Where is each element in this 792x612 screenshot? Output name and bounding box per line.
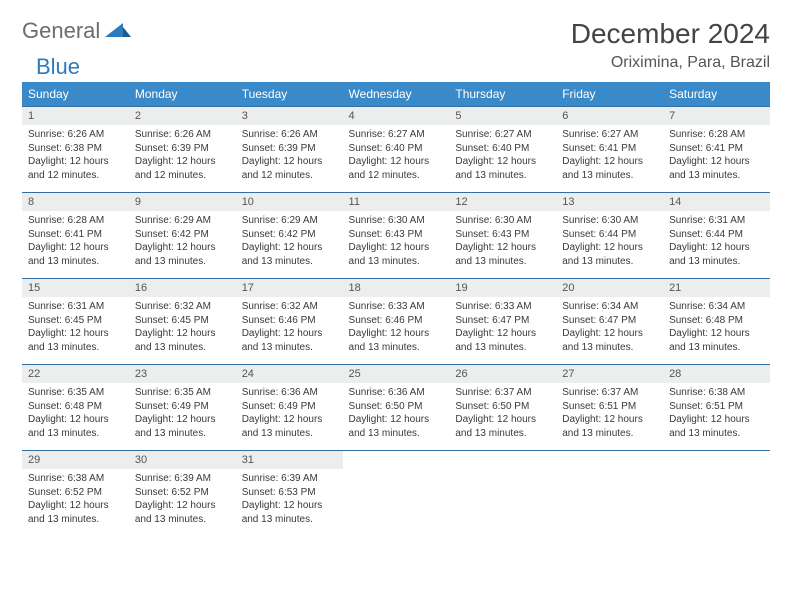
day-number: 20 [556,279,663,298]
day-number-row: 22232425262728 [22,365,770,384]
day-info: Sunrise: 6:34 AMSunset: 6:48 PMDaylight:… [663,297,770,365]
day-number: 6 [556,107,663,126]
day-info: Sunrise: 6:28 AMSunset: 6:41 PMDaylight:… [22,211,129,279]
day-info-row: Sunrise: 6:26 AMSunset: 6:38 PMDaylight:… [22,125,770,193]
day-info: Sunrise: 6:26 AMSunset: 6:39 PMDaylight:… [236,125,343,193]
header: General December 2024 Oriximina, Para, B… [22,18,770,72]
day-number-row: 15161718192021 [22,279,770,298]
day-number: 11 [343,193,450,212]
day-number: 5 [449,107,556,126]
day-number: 18 [343,279,450,298]
month-title: December 2024 [571,18,770,50]
day-info: Sunrise: 6:35 AMSunset: 6:48 PMDaylight:… [22,383,129,451]
day-number: 14 [663,193,770,212]
day-info-row: Sunrise: 6:35 AMSunset: 6:48 PMDaylight:… [22,383,770,451]
weekday-header-row: SundayMondayTuesdayWednesdayThursdayFrid… [22,82,770,107]
day-number: 25 [343,365,450,384]
day-number: 26 [449,365,556,384]
day-number: 12 [449,193,556,212]
day-info: Sunrise: 6:30 AMSunset: 6:44 PMDaylight:… [556,211,663,279]
empty-cell [556,469,663,536]
weekday-header: Wednesday [343,82,450,107]
day-info: Sunrise: 6:33 AMSunset: 6:46 PMDaylight:… [343,297,450,365]
weekday-header: Tuesday [236,82,343,107]
day-info: Sunrise: 6:36 AMSunset: 6:50 PMDaylight:… [343,383,450,451]
day-number: 19 [449,279,556,298]
logo-text-general: General [22,18,100,44]
logo: General [22,18,133,44]
weekday-header: Monday [129,82,236,107]
calendar-body: 1234567Sunrise: 6:26 AMSunset: 6:38 PMDa… [22,107,770,537]
day-info: Sunrise: 6:26 AMSunset: 6:38 PMDaylight:… [22,125,129,193]
day-number: 23 [129,365,236,384]
day-info: Sunrise: 6:27 AMSunset: 6:40 PMDaylight:… [449,125,556,193]
day-number: 7 [663,107,770,126]
day-info: Sunrise: 6:29 AMSunset: 6:42 PMDaylight:… [129,211,236,279]
day-info: Sunrise: 6:28 AMSunset: 6:41 PMDaylight:… [663,125,770,193]
day-number: 30 [129,451,236,470]
day-info-row: Sunrise: 6:38 AMSunset: 6:52 PMDaylight:… [22,469,770,536]
day-info-row: Sunrise: 6:28 AMSunset: 6:41 PMDaylight:… [22,211,770,279]
weekday-header: Thursday [449,82,556,107]
day-number: 29 [22,451,129,470]
day-info: Sunrise: 6:37 AMSunset: 6:51 PMDaylight:… [556,383,663,451]
day-number: 21 [663,279,770,298]
location: Oriximina, Para, Brazil [571,54,770,72]
day-info: Sunrise: 6:31 AMSunset: 6:44 PMDaylight:… [663,211,770,279]
day-info: Sunrise: 6:27 AMSunset: 6:40 PMDaylight:… [343,125,450,193]
logo-text-blue: Blue [36,54,80,80]
day-number: 13 [556,193,663,212]
day-info-row: Sunrise: 6:31 AMSunset: 6:45 PMDaylight:… [22,297,770,365]
day-number: 22 [22,365,129,384]
empty-cell [449,451,556,470]
day-info: Sunrise: 6:26 AMSunset: 6:39 PMDaylight:… [129,125,236,193]
day-number-row: 891011121314 [22,193,770,212]
day-info: Sunrise: 6:30 AMSunset: 6:43 PMDaylight:… [449,211,556,279]
day-number: 16 [129,279,236,298]
day-info: Sunrise: 6:27 AMSunset: 6:41 PMDaylight:… [556,125,663,193]
day-number: 8 [22,193,129,212]
empty-cell [343,469,450,536]
logo-triangle-icon [105,21,131,42]
empty-cell [343,451,450,470]
day-number-row: 1234567 [22,107,770,126]
day-number: 3 [236,107,343,126]
day-number: 17 [236,279,343,298]
day-info: Sunrise: 6:30 AMSunset: 6:43 PMDaylight:… [343,211,450,279]
weekday-header: Sunday [22,82,129,107]
day-number: 2 [129,107,236,126]
weekday-header: Friday [556,82,663,107]
day-number: 28 [663,365,770,384]
day-info: Sunrise: 6:35 AMSunset: 6:49 PMDaylight:… [129,383,236,451]
day-number: 24 [236,365,343,384]
day-info: Sunrise: 6:32 AMSunset: 6:46 PMDaylight:… [236,297,343,365]
day-number: 15 [22,279,129,298]
day-number: 10 [236,193,343,212]
empty-cell [449,469,556,536]
day-number: 1 [22,107,129,126]
empty-cell [663,469,770,536]
calendar-table: SundayMondayTuesdayWednesdayThursdayFrid… [22,82,770,536]
day-number-row: 293031 [22,451,770,470]
day-number: 4 [343,107,450,126]
day-info: Sunrise: 6:36 AMSunset: 6:49 PMDaylight:… [236,383,343,451]
day-info: Sunrise: 6:38 AMSunset: 6:51 PMDaylight:… [663,383,770,451]
weekday-header: Saturday [663,82,770,107]
day-info: Sunrise: 6:32 AMSunset: 6:45 PMDaylight:… [129,297,236,365]
day-info: Sunrise: 6:38 AMSunset: 6:52 PMDaylight:… [22,469,129,536]
day-number: 27 [556,365,663,384]
day-info: Sunrise: 6:39 AMSunset: 6:52 PMDaylight:… [129,469,236,536]
title-block: December 2024 Oriximina, Para, Brazil [571,18,770,72]
day-info: Sunrise: 6:34 AMSunset: 6:47 PMDaylight:… [556,297,663,365]
day-info: Sunrise: 6:39 AMSunset: 6:53 PMDaylight:… [236,469,343,536]
day-info: Sunrise: 6:31 AMSunset: 6:45 PMDaylight:… [22,297,129,365]
empty-cell [556,451,663,470]
day-info: Sunrise: 6:29 AMSunset: 6:42 PMDaylight:… [236,211,343,279]
day-info: Sunrise: 6:33 AMSunset: 6:47 PMDaylight:… [449,297,556,365]
empty-cell [663,451,770,470]
day-info: Sunrise: 6:37 AMSunset: 6:50 PMDaylight:… [449,383,556,451]
day-number: 9 [129,193,236,212]
day-number: 31 [236,451,343,470]
